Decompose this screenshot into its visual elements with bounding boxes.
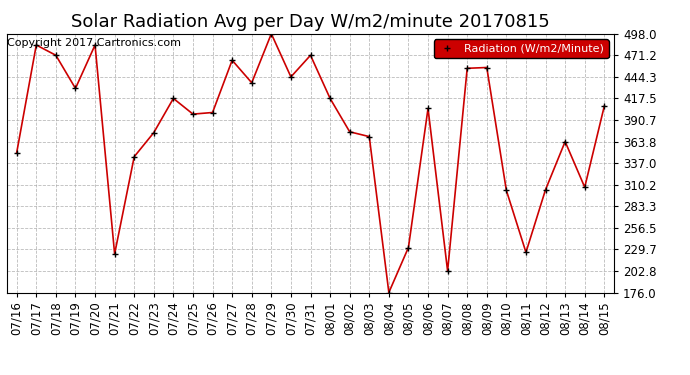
Title: Solar Radiation Avg per Day W/m2/minute 20170815: Solar Radiation Avg per Day W/m2/minute …	[71, 13, 550, 31]
Text: Copyright 2017 Cartronics.com: Copyright 2017 Cartronics.com	[7, 38, 181, 48]
Legend: Radiation (W/m2/Minute): Radiation (W/m2/Minute)	[434, 39, 609, 58]
